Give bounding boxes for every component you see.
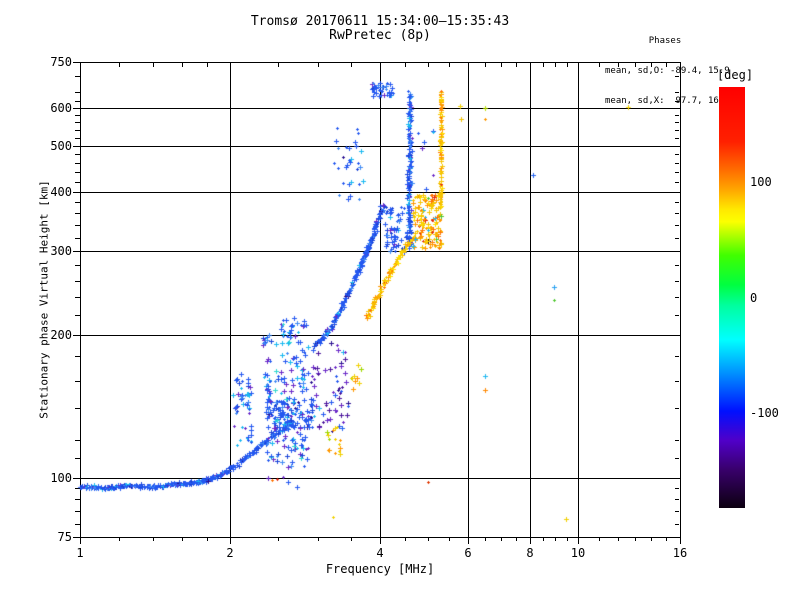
colorbar-gradient — [719, 87, 745, 508]
colorbar-tick-label: 0 — [750, 291, 758, 305]
x-axis-title: Frequency [MHz] — [325, 562, 435, 576]
colorbar-title: [deg] — [716, 68, 754, 82]
y-axis-title: Stationary phase Virtual Height [km] — [37, 180, 51, 419]
colorbar-tick-label: -100 — [750, 406, 779, 420]
colorbar-tick-label: 100 — [750, 175, 772, 189]
